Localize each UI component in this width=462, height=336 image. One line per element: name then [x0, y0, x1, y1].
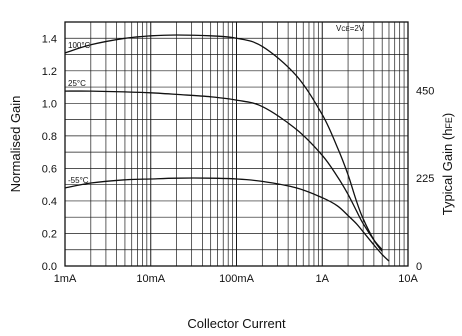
x-tick-label: 100mA: [219, 273, 255, 285]
y-tick-label-left: 0.6: [42, 163, 57, 175]
x-tick-label: 10mA: [136, 273, 165, 285]
labels: 0.0 0.2 0.4 0.6 0.8 1.0 1.2 1.4 0 225 450 1mA 10mA 10…: [42, 33, 435, 285]
y-tick-label-left: 1.4: [42, 33, 57, 45]
vce-annotation-end: =2V: [350, 24, 365, 33]
y-tick-label-right: 0: [416, 261, 422, 273]
y-tick-label-right: 450: [416, 85, 434, 97]
series-curve: [64, 90, 383, 251]
y-tick-label-left: 1.2: [42, 66, 57, 78]
y-axis-title-right-end: ): [440, 113, 455, 117]
series-curve: [64, 177, 390, 262]
x-axis-title: Collector Current: [187, 316, 286, 331]
vce-annotation: VCE=2V: [336, 24, 365, 33]
curves: [64, 34, 390, 262]
series-curve: [64, 34, 383, 252]
x-tick-label: 1mA: [54, 273, 77, 285]
grid: [64, 22, 408, 266]
y-axis-title-right-main: Typical Gain (h: [440, 129, 455, 216]
y-tick-label-left: 0.2: [42, 228, 57, 240]
y-axis-title-right: Typical Gain (hFE): [440, 113, 455, 216]
series-label: -55°C: [68, 176, 89, 185]
series-label: 25°C: [68, 79, 86, 88]
x-tick-label: 1A: [316, 273, 330, 285]
series-label: 100°C: [68, 41, 91, 50]
plot-frame: [64, 21, 409, 267]
x-tick-label: 10A: [398, 273, 418, 285]
y-tick-label-left: 1.0: [42, 98, 57, 110]
vce-annotation-sub: CE: [341, 27, 349, 33]
y-tick-label-left: 0.8: [42, 131, 57, 143]
y-axis-title-right-sub: FE: [444, 117, 454, 129]
y-tick-label-left: 0.4: [42, 196, 57, 208]
y-tick-label-left: 0.0: [42, 261, 57, 273]
y-tick-label-right: 225: [416, 173, 434, 185]
vce-annotation-main: V: [336, 24, 342, 33]
y-axis-title-left: Normalised Gain: [8, 96, 23, 193]
